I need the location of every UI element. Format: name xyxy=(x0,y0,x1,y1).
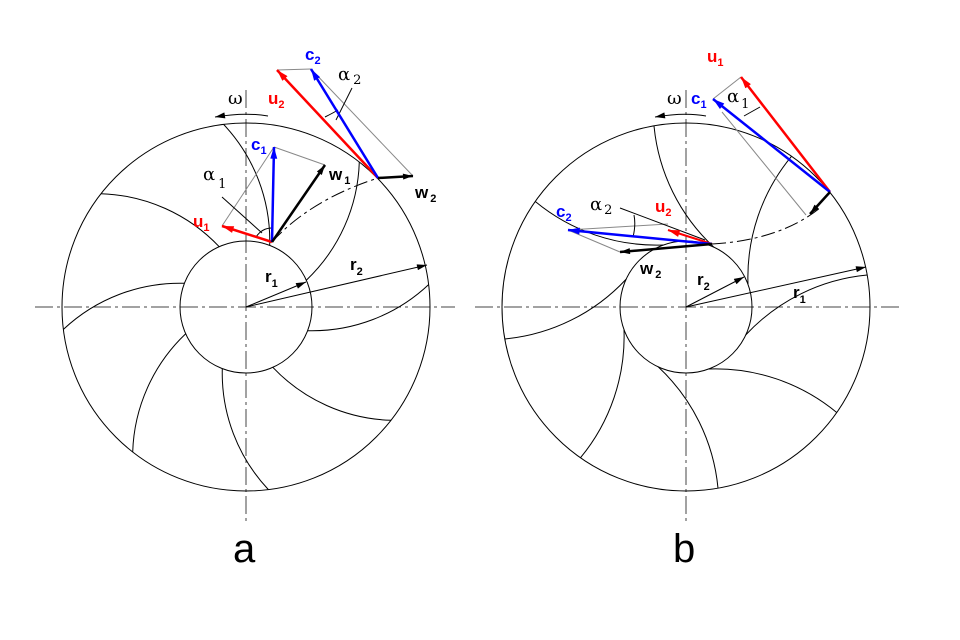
r2-arrow xyxy=(685,276,745,308)
w2-vector xyxy=(377,173,414,180)
guide-line xyxy=(221,146,275,227)
c2-label: c2 xyxy=(305,45,321,67)
guide-line xyxy=(276,68,312,71)
u2-vector xyxy=(667,229,713,245)
omega-label: ω xyxy=(228,88,243,109)
blades xyxy=(504,125,868,489)
w1-vector xyxy=(809,191,831,215)
blade xyxy=(132,333,187,453)
omega-label: ω xyxy=(667,88,682,109)
streamline xyxy=(271,177,379,243)
caption-a: a xyxy=(233,527,256,571)
blade xyxy=(63,282,185,330)
blade xyxy=(272,366,392,421)
c2-vector xyxy=(567,227,713,246)
blade xyxy=(580,329,625,459)
alpha1-arc xyxy=(255,227,273,238)
c1-label: c1 xyxy=(251,135,267,157)
r2-arrow xyxy=(245,264,428,308)
c1-label: c1 xyxy=(691,89,707,111)
u2-vector xyxy=(276,69,379,179)
blade xyxy=(100,193,220,248)
u1-label: u1 xyxy=(193,212,210,234)
alpha1-leader xyxy=(743,106,761,117)
u1-vector xyxy=(221,224,273,244)
guide-line xyxy=(712,76,742,100)
omega-arrow xyxy=(654,112,707,119)
guide-line xyxy=(567,223,669,231)
alpha2-leader xyxy=(619,207,706,241)
blade xyxy=(534,201,664,246)
blade xyxy=(708,368,838,413)
blade xyxy=(504,278,627,340)
blade xyxy=(223,124,271,246)
blade xyxy=(307,284,429,332)
guide-line xyxy=(721,111,807,216)
c1-vector xyxy=(270,146,278,243)
blades xyxy=(63,124,429,490)
r1-arrow xyxy=(245,281,307,308)
r2-label: r2 xyxy=(350,255,363,278)
r2-label: r2 xyxy=(697,270,710,293)
r1-label: r1 xyxy=(265,267,278,290)
outer-circle xyxy=(501,122,871,492)
w1-vector xyxy=(270,164,327,243)
u2-label: u2 xyxy=(655,197,672,219)
r1-label: r1 xyxy=(793,283,806,306)
blade xyxy=(305,161,360,281)
inner-circle xyxy=(179,240,313,374)
streamline xyxy=(711,207,821,245)
c1-vector xyxy=(712,98,831,193)
caption-b: b xyxy=(673,527,695,571)
u1-label: u1 xyxy=(707,47,724,69)
c2-label: c2 xyxy=(556,202,572,224)
omega-arrow xyxy=(214,112,269,119)
blade xyxy=(745,274,868,336)
blade xyxy=(221,368,269,490)
alpha1-leader xyxy=(221,196,263,234)
blade xyxy=(653,125,715,248)
c2-vector xyxy=(309,68,380,179)
alpha2-arc xyxy=(632,214,636,238)
blade xyxy=(657,366,719,489)
u2-label: u2 xyxy=(268,89,285,111)
guide-line xyxy=(273,146,326,166)
blade xyxy=(747,155,792,285)
r1-arrow xyxy=(685,266,867,308)
guide-line xyxy=(310,68,414,177)
outer-circle xyxy=(61,122,431,492)
w2-vector xyxy=(619,242,713,255)
u1-vector xyxy=(740,76,831,193)
